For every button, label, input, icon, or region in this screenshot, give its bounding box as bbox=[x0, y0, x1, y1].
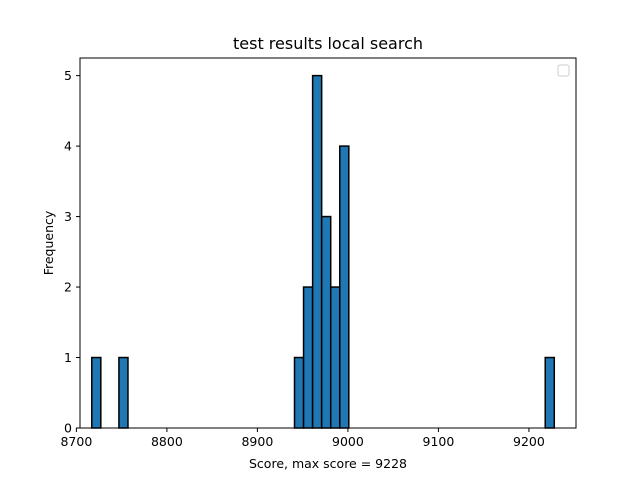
histogram-bar bbox=[544, 356, 556, 429]
y-axis-ticks: 0 1 2 3 4 5 bbox=[64, 68, 80, 436]
y-axis-label: Frequency bbox=[41, 210, 56, 275]
x-tick-label: 9000 bbox=[332, 434, 364, 449]
x-tick-label: 8800 bbox=[151, 434, 183, 449]
histogram-bar bbox=[320, 215, 332, 429]
y-tick-label: 3 bbox=[64, 209, 72, 224]
x-tick-label: 8900 bbox=[241, 434, 273, 449]
legend-box bbox=[557, 64, 570, 77]
histogram-bar bbox=[329, 286, 341, 429]
y-tick-label: 5 bbox=[64, 68, 72, 83]
histogram-bar bbox=[91, 356, 102, 429]
histogram-bar bbox=[302, 286, 314, 429]
histogram-bar bbox=[339, 145, 350, 429]
histogram-bar bbox=[118, 356, 129, 429]
y-tick-label: 1 bbox=[64, 350, 72, 365]
plot-frame bbox=[79, 57, 577, 429]
x-axis-label: Score, max score = 9228 bbox=[249, 456, 407, 471]
x-tick-label: 8700 bbox=[60, 434, 92, 449]
histogram-bar bbox=[293, 356, 305, 429]
y-tick-label: 0 bbox=[64, 421, 72, 436]
histogram-bar bbox=[311, 74, 323, 429]
x-axis-ticks: 8700 8800 8900 9000 9100 9200 bbox=[60, 428, 545, 449]
x-tick-label: 9100 bbox=[423, 434, 455, 449]
x-tick-label: 9200 bbox=[513, 434, 545, 449]
y-tick-label: 2 bbox=[64, 280, 72, 295]
chart-title: test results local search bbox=[233, 34, 423, 53]
y-tick-label: 4 bbox=[64, 139, 72, 154]
